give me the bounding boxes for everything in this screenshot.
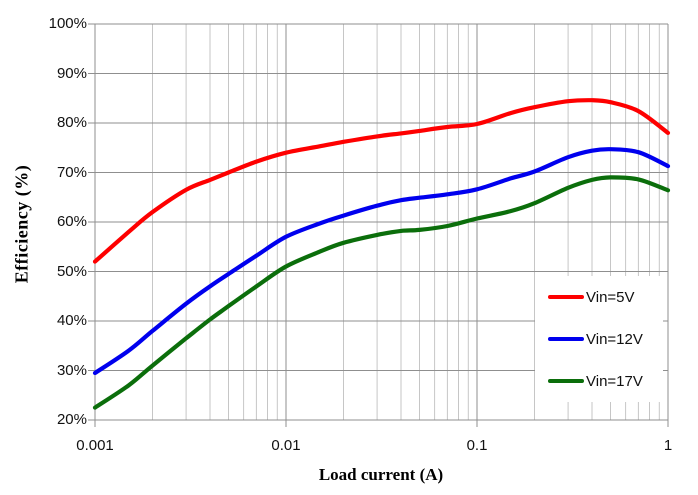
chart-legend: Vin=5V Vin=12V Vin=17V (535, 276, 663, 402)
x-tick-label: 0.1 (466, 437, 488, 454)
curve-vin-12v (92, 147, 671, 376)
y-tick-label: 20% (56, 411, 87, 428)
x-tick-label: 0.01 (271, 437, 301, 454)
x-axis-title: Load current (A) (318, 465, 444, 484)
legend-item-vin-17v: Vin=17V (535, 371, 663, 391)
legend-item-vin-12v: Vin=12V (535, 329, 663, 349)
legend-item-vin-5v: Vin=5V (535, 287, 663, 307)
y-tick-label: 50% (56, 262, 87, 280)
y-tick-label: 90% (56, 64, 87, 82)
y-tick-label: 100% (48, 15, 87, 32)
x-tick-label: 1 (663, 437, 673, 454)
legend-label: Vin=17V (586, 372, 643, 390)
curve-vin-17v (92, 175, 671, 410)
y-axis-title: Efficiency (%) (11, 164, 32, 284)
y-tick-label: 80% (56, 114, 87, 131)
legend-line-sample-red (548, 295, 584, 299)
legend-label: Vin=5V (586, 288, 635, 306)
legend-line-sample-blue (548, 337, 584, 341)
y-tick-label: 70% (56, 163, 87, 181)
legend-label: Vin=12V (586, 330, 643, 348)
y-tick-label: 60% (56, 213, 87, 230)
y-tick-label: 30% (56, 361, 87, 379)
x-tick-label: 0.001 (76, 437, 114, 454)
curve-vin-5v (92, 98, 671, 264)
y-tick-label: 40% (56, 312, 87, 329)
legend-line-sample-green (548, 379, 584, 383)
